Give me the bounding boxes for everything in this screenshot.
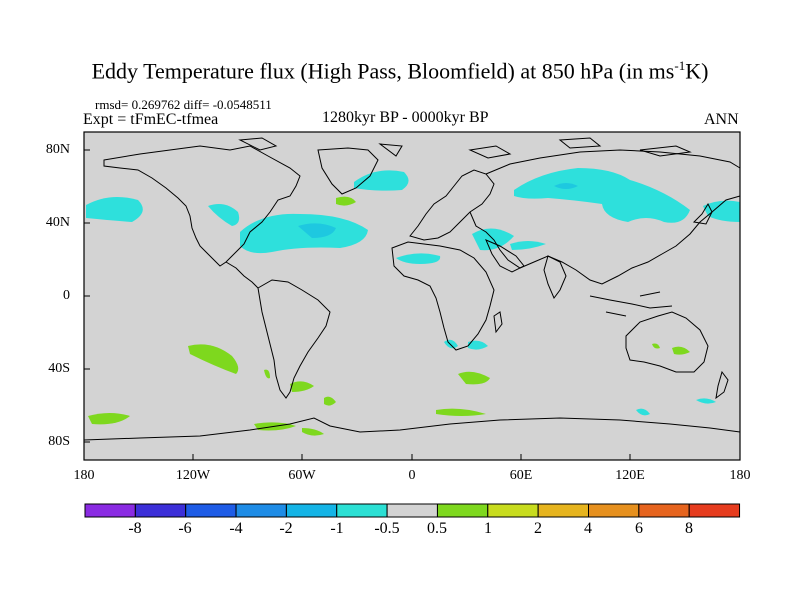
y-tick-label: 40S — [48, 361, 70, 376]
colorbar-label: -2 — [279, 520, 293, 537]
x-tick-label: 0 — [408, 468, 416, 483]
colorbar-swatch — [537, 503, 590, 518]
x-tick-label: 60E — [509, 468, 533, 483]
positive-region — [652, 343, 660, 349]
arctic-islands — [238, 137, 692, 159]
positive-region — [324, 396, 336, 406]
colorbar-label: 6 — [635, 520, 643, 537]
negative-region — [354, 170, 409, 191]
india-coast — [543, 255, 567, 299]
negative-region — [510, 241, 546, 250]
colorbar-swatch — [487, 503, 539, 518]
colorbar — [84, 503, 741, 518]
madagascar-coast — [493, 311, 503, 334]
y-tick-label: 80S — [48, 434, 70, 449]
colorbar-label: -1 — [330, 520, 344, 537]
colorbar-label: -6 — [178, 520, 192, 537]
north-america-coast — [103, 145, 301, 267]
colorbar-swatch — [436, 503, 489, 518]
positive-region — [302, 428, 324, 436]
coastlines — [83, 137, 741, 441]
colorbar-swatch — [84, 503, 136, 518]
negative-anomaly-regions — [86, 168, 740, 416]
colorbar-swatch — [688, 503, 741, 518]
south-america-coast — [257, 279, 331, 399]
negative-region — [554, 183, 578, 189]
map-title: Eddy Temperature flux (High Pass, Bloomf… — [91, 58, 709, 84]
colorbar-label: 2 — [534, 520, 542, 537]
negative-region — [86, 196, 143, 222]
stats-line: rmsd= 0.269762 diff= -0.0548511 — [95, 97, 272, 112]
positive-region — [264, 369, 270, 379]
antarctica-coast — [83, 417, 741, 441]
y-tick-label: 40N — [45, 215, 70, 230]
positive-region — [336, 196, 356, 206]
x-tick-label: 120W — [175, 468, 211, 483]
season-label: ANN — [704, 111, 739, 128]
colorbar-label: -4 — [229, 520, 243, 537]
japan-coast — [692, 202, 713, 225]
x-tick-label: 180 — [73, 468, 95, 483]
x-tick-label: 180 — [729, 468, 751, 483]
africa-coast — [391, 241, 495, 351]
europe-coast — [409, 169, 495, 241]
colorbar-swatch — [285, 503, 338, 518]
positive-region — [672, 346, 690, 355]
experiment-label: Expt = tFmEC-tfmea — [83, 111, 219, 128]
indonesia-coast — [589, 291, 673, 317]
y-tick-label: 0 — [63, 288, 70, 303]
negative-region — [298, 223, 336, 238]
positive-region — [88, 413, 130, 425]
negative-region — [240, 213, 368, 254]
colorbar-label: -8 — [128, 520, 142, 537]
colorbar-swatch — [638, 503, 690, 518]
colorbar-swatch — [336, 503, 388, 518]
period-label: 1280kyr BP - 0000kyr BP — [322, 109, 489, 126]
x-tick-label: 120E — [615, 468, 645, 483]
colorbar-label: 8 — [685, 520, 693, 537]
colorbar-label: 0.5 — [427, 520, 447, 537]
y-tick-label: 80N — [45, 142, 70, 157]
positive-anomaly-regions — [88, 196, 690, 436]
negative-region — [396, 253, 441, 264]
axis-ticks — [83, 149, 741, 460]
negative-region — [208, 204, 240, 226]
negative-region — [703, 200, 740, 222]
colorbar-swatch — [588, 503, 640, 518]
positive-region — [458, 371, 490, 385]
positive-region — [436, 408, 486, 416]
colorbar-swatch — [185, 503, 237, 518]
colorbar-swatch — [386, 503, 438, 518]
colorbar-label: 4 — [584, 520, 592, 537]
negative-region — [696, 398, 716, 404]
positive-region — [188, 344, 239, 374]
colorbar-label: -0.5 — [374, 520, 400, 537]
colorbar-label: 1 — [484, 520, 492, 537]
new-zealand-coast — [715, 370, 729, 400]
colorbar-swatch — [134, 503, 187, 518]
arabia-coast — [485, 239, 525, 273]
negative-region — [514, 168, 690, 223]
positive-region — [290, 381, 314, 392]
greenland-coast — [317, 147, 379, 195]
negative-region — [636, 408, 650, 416]
colorbar-swatch — [235, 503, 287, 518]
negative-region — [468, 340, 488, 350]
central-america-coast — [225, 261, 259, 289]
x-tick-label: 60W — [288, 468, 316, 483]
asia-coast — [469, 149, 741, 285]
australia-coast — [625, 311, 709, 373]
